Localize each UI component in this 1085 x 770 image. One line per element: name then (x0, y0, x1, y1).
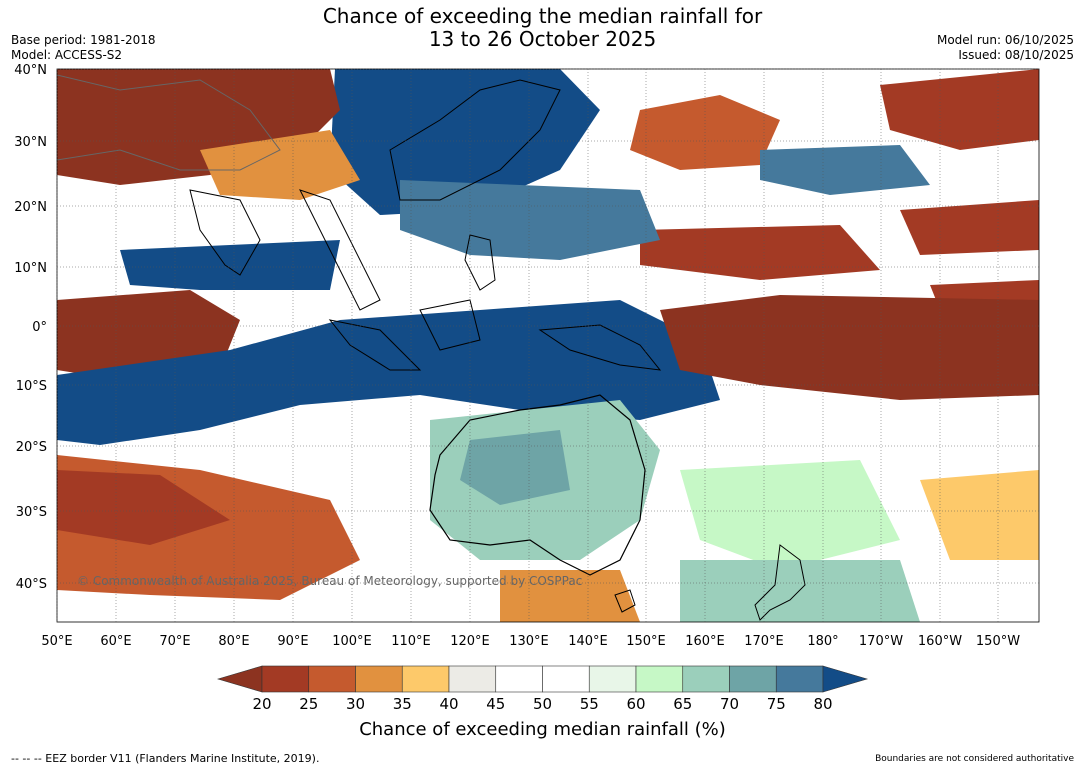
lat-label: 30°S (16, 505, 47, 520)
lon-label: 120°E (450, 634, 490, 649)
colorbar-tick: 80 (813, 695, 832, 713)
colorbar-segment (401, 665, 450, 693)
lat-label: 20°N (14, 200, 47, 215)
colorbar: 20 25 30 35 40 45 50 55 60 65 70 75 80 (216, 665, 869, 713)
lon-label: 160°E (685, 634, 725, 649)
lat-label: 20°S (16, 440, 47, 455)
boundary-note: Boundaries are not considered authoritat… (875, 754, 1074, 764)
base-period: Base period: 1981-2018 (11, 33, 156, 47)
blob-npacific-dry2 (880, 69, 1039, 150)
blob-npacific-wet (760, 145, 930, 195)
colorbar-tick: 25 (299, 695, 318, 713)
philippines-coastline (464, 234, 496, 291)
colorbar-tick: 40 (439, 695, 458, 713)
blob-southern-green (680, 560, 920, 622)
colorbar-tick: 30 (346, 695, 365, 713)
lon-label: 150°E (626, 634, 666, 649)
lon-label: 160°W (918, 634, 962, 649)
country-borders (57, 74, 281, 171)
colorbar-segment (261, 665, 310, 693)
colorbar-tick: 75 (767, 695, 786, 713)
colorbar-tick: 55 (580, 695, 599, 713)
colorbar-segment (355, 665, 403, 693)
lon-label: 130°E (509, 634, 549, 649)
colorbar-tick: 60 (626, 695, 645, 713)
lon-label: 170°E (744, 634, 784, 649)
map-title-line1: Chance of exceeding the median rainfall … (322, 4, 763, 28)
lon-label: 70°E (159, 634, 190, 649)
blob-pacific-dry-10n (640, 225, 880, 280)
new-guinea-coastline (538, 324, 662, 371)
lon-label: 50°E (41, 634, 72, 649)
blob-spacific-dry (920, 470, 1039, 560)
india-coastline (189, 189, 261, 276)
blob-australia-wet (460, 430, 570, 505)
graticule (56, 68, 1039, 622)
blob-himalaya-dry (200, 130, 360, 200)
colorbar-label: Chance of exceeding median rainfall (%) (359, 719, 726, 740)
lon-label: 110°E (391, 634, 431, 649)
lat-label: 10°S (16, 379, 47, 394)
colorbar-tick: 65 (673, 695, 692, 713)
blob-scs-wet (400, 180, 660, 260)
longitude-labels: 50°E 60°E 70°E 80°E 90°E 100°E 110°E 120°E 130°E… (41, 634, 1020, 649)
lon-label: 180° (807, 634, 838, 649)
lon-label: 100°E (332, 634, 372, 649)
blob-pacific-dry-15n (900, 200, 1039, 255)
colorbar-segment (448, 665, 497, 693)
eez-note: -- -- -- EEZ border V11 (Flanders Marine… (11, 752, 320, 765)
blob-china-wet (330, 69, 600, 215)
blob-tasman-green (680, 460, 900, 570)
colorbar-low-extend (216, 665, 263, 693)
model-run: Model run: 06/10/2025 (936, 33, 1074, 47)
lat-label: 30°N (14, 135, 47, 150)
lon-label: 170°W (859, 634, 903, 649)
lon-label: 140°E (568, 634, 608, 649)
lon-label: 60°E (100, 634, 131, 649)
copyright-watermark: © Commonwealth of Australia 2025, Bureau… (77, 574, 582, 588)
map-title-line2: 13 to 26 October 2025 (428, 27, 657, 51)
china-coastline (389, 79, 561, 201)
borneo-coastline (419, 299, 481, 351)
australia-coastline (429, 394, 646, 576)
colorbar-segment (635, 665, 684, 693)
colorbar-segment (682, 665, 730, 693)
lat-label: 40°S (16, 577, 47, 592)
colorbar-tick: 45 (486, 695, 505, 713)
colorbar-tick: 70 (720, 695, 739, 713)
blob-sindian-dry2 (57, 470, 230, 545)
lat-label: 10°N (14, 261, 47, 276)
colorbar-segment (729, 665, 777, 693)
colorbar-segment (495, 665, 543, 693)
colorbar-segment (588, 665, 637, 693)
latitude-labels: 40°N 30°N 20°N 10°N 0° 10°S 20°S 30°S 40°S (14, 63, 47, 592)
issued-date: Issued: 08/10/2025 (958, 48, 1074, 62)
blob-central-pacific-dry (660, 295, 1039, 400)
colorbar-segment (542, 665, 590, 693)
lon-label: 150°W (976, 634, 1020, 649)
lon-label: 90°E (277, 634, 308, 649)
model-name: Model: ACCESS-S2 (11, 48, 123, 62)
map-field (57, 69, 1039, 622)
lat-label: 40°N (14, 63, 47, 78)
colorbar-segment (308, 665, 356, 693)
colorbar-segment (775, 665, 824, 693)
se-asia-coastline (299, 189, 381, 311)
colorbar-high-extend (822, 665, 869, 693)
sumatra-coastline (328, 319, 422, 371)
colorbar-tick: 50 (533, 695, 552, 713)
lat-label: 0° (32, 320, 47, 335)
colorbar-tick: 35 (393, 695, 412, 713)
new-zealand-coastline (754, 544, 806, 621)
colorbar-tick: 20 (252, 695, 271, 713)
lon-label: 80°E (218, 634, 249, 649)
tasmania-coastline (614, 589, 636, 613)
